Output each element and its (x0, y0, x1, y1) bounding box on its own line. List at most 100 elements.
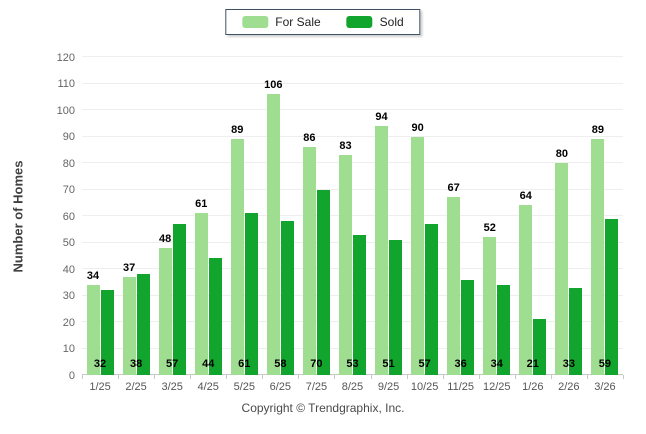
x-axis-tick-label: 7/25 (305, 381, 328, 393)
gridline (82, 215, 623, 216)
gridline (82, 294, 623, 296)
bar-sold (100, 290, 114, 375)
for-sale-value-label: 64 (519, 190, 532, 203)
y-axis-tick-label: 10 (62, 343, 75, 355)
legend-item-for-sale: For Sale (242, 15, 321, 29)
y-axis-tick-label: 100 (56, 104, 75, 117)
x-axis-tick-label: 9/25 (377, 381, 400, 393)
sold-value-label: 70 (310, 358, 323, 370)
bar-for-sale (230, 139, 244, 375)
bar-for-sale (158, 247, 172, 375)
sold-value-label: 61 (238, 358, 251, 370)
x-axis-tick (586, 375, 588, 379)
bar-sold (461, 279, 475, 375)
x-axis-tick (154, 375, 156, 379)
gridline (82, 347, 623, 349)
x-axis-tick-label: 12/25 (482, 381, 511, 393)
bar-for-sale (338, 155, 352, 375)
bar-for-sale (122, 276, 136, 375)
legend-label-sold: Sold (379, 15, 404, 29)
bar-group: 52 34 12/25 (479, 57, 515, 393)
sold-value-label: 57 (418, 358, 431, 370)
x-axis-tick-label: 2/25 (125, 381, 147, 393)
bar-sold (316, 189, 330, 375)
x-axis-tick-label: 10/25 (410, 381, 439, 393)
bar-group: 48 57 3/25 (154, 57, 190, 393)
sold-value-label: 33 (562, 358, 575, 370)
x-axis-tick-label: 11/25 (447, 381, 475, 393)
bar-for-sale (447, 197, 461, 375)
for-sale-value-label: 90 (411, 121, 424, 134)
y-axis-tick-label: 20 (62, 316, 75, 329)
y-axis-tick-label: 70 (62, 184, 75, 196)
bar-sold (172, 223, 186, 375)
bar-group: 94 51 9/25 (371, 57, 407, 393)
x-axis-tick (442, 375, 444, 379)
x-axis-tick (478, 375, 480, 379)
x-axis-tick-label: 5/25 (233, 381, 255, 393)
gridline (82, 135, 623, 137)
x-axis-tick-label: 8/25 (341, 381, 364, 393)
gridline (82, 82, 623, 84)
for-sale-value-label: 37 (122, 261, 136, 274)
x-axis-line (82, 374, 623, 375)
bar-sold (244, 213, 258, 375)
x-axis-tick (514, 375, 516, 379)
bar-sold (136, 274, 150, 375)
bar-group: 89 59 3/26 (587, 57, 623, 393)
bar-sold (208, 258, 222, 375)
bar-group: 67 36 11/25 (443, 57, 479, 393)
sold-value-label: 36 (454, 358, 467, 370)
bar-for-sale (411, 136, 425, 375)
x-axis-tick-label: 3/25 (161, 381, 183, 393)
sold-value-label: 38 (129, 358, 143, 370)
gridline (82, 109, 623, 110)
x-axis-tick (82, 375, 83, 379)
bar-group: 90 57 10/25 (407, 57, 443, 394)
gridline (82, 241, 623, 243)
sold-value-label: 58 (274, 358, 287, 370)
sold-value-label: 59 (598, 358, 612, 370)
for-sale-value-label: 89 (231, 124, 244, 137)
bar-for-sale (519, 205, 533, 375)
y-axis-tick-label: 0 (68, 369, 75, 382)
plot-area: 0 10 20 30 40 50 60 70 80 90 100 110 120 34 32 1/25 37 38… (57, 52, 624, 394)
for-sale-value-label: 34 (86, 269, 100, 282)
gridline (82, 188, 623, 190)
bar-sold (280, 221, 294, 375)
gridline (82, 56, 623, 57)
x-axis-tick-label: 6/25 (269, 381, 292, 393)
sold-value-label: 57 (166, 358, 179, 370)
bar-group: 61 44 4/25 (190, 57, 226, 393)
sold-value-label: 32 (93, 358, 107, 370)
y-axis-tick-label: 40 (62, 263, 75, 276)
bar-for-sale (555, 163, 569, 375)
x-axis-tick (298, 375, 300, 379)
for-sale-value-label: 89 (591, 124, 605, 137)
bar-sold (569, 287, 583, 375)
y-axis-tick-label: 60 (62, 210, 75, 223)
sold-value-label: 53 (346, 358, 359, 370)
y-axis-tick-label: 110 (57, 78, 75, 90)
gridline (82, 268, 623, 269)
for-sale-value-label: 83 (339, 140, 352, 153)
bar-sold (352, 234, 366, 375)
y-axis-tick-label: 120 (56, 51, 75, 64)
sold-value-label: 44 (202, 358, 215, 370)
bar-group: 89 61 5/25 (226, 57, 262, 393)
for-sale-value-label: 48 (159, 232, 172, 245)
bar-group: 80 33 2/26 (551, 57, 587, 393)
bar-group: 83 53 8/25 (334, 57, 370, 393)
x-axis-tick (623, 375, 624, 379)
sold-value-label: 51 (382, 358, 395, 370)
bar-group: 37 38 2/25 (118, 57, 154, 393)
x-axis-tick (262, 375, 264, 379)
bar-groups: 34 32 1/25 37 38 2/25 48 57 3/25 61 44 4/25 89 61 5/25… (82, 57, 623, 394)
for-sale-swatch-icon (242, 16, 269, 28)
x-axis-tick-label: 4/25 (197, 381, 219, 393)
x-axis-tick (370, 375, 372, 379)
y-axis-tick-label: 80 (62, 157, 75, 170)
x-axis-tick (334, 375, 336, 379)
bar-sold (389, 239, 403, 375)
